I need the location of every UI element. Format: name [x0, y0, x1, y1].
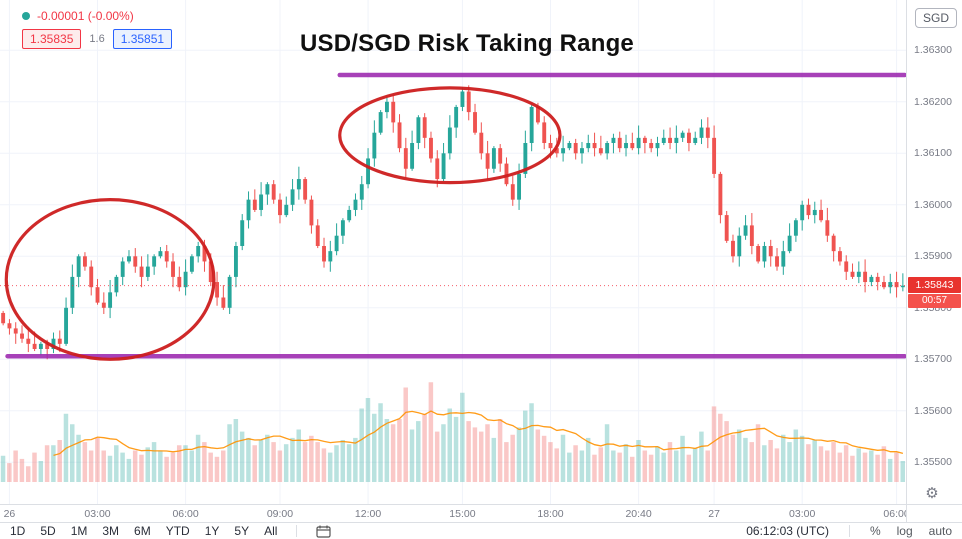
time-tick-label: 09:00	[266, 508, 294, 520]
price-tick-label: 1.35500	[914, 456, 952, 469]
go-to-date-icon[interactable]	[316, 525, 332, 538]
candlestick-chart[interactable]	[0, 0, 906, 504]
range-5d-button[interactable]: 5D	[40, 524, 56, 538]
time-tick-label: 27	[708, 508, 720, 520]
toolbar-divider	[848, 525, 850, 537]
chart-pane[interactable]: -0.00001 (-0.00%) 1.35835 1.6 1.35851 US…	[0, 0, 939, 504]
axis-corner	[906, 504, 962, 522]
price-axis[interactable]: 1.35843 00:57 1.36300 1.36200 1.36100 1.360…	[906, 0, 962, 504]
time-tick-label: 15:00	[449, 508, 476, 520]
price-tick-label: 1.36000	[914, 198, 952, 211]
range-ytd-button[interactable]: YTD	[165, 524, 190, 538]
annotation-ellipse-1[interactable]	[4, 198, 216, 361]
price-tick-label: 1.36100	[914, 147, 952, 160]
price-tick-label: 1.36300	[914, 44, 952, 57]
market-status-dot-icon	[22, 12, 30, 20]
time-tick-label: 26	[3, 508, 16, 520]
time-tick-label: 20:40	[625, 508, 652, 520]
price-tick-label: 1.35900	[914, 250, 952, 263]
chart-annotation-title[interactable]: USD/SGD Risk Taking Range	[300, 30, 634, 57]
range-1y-button[interactable]: 1Y	[204, 524, 220, 538]
spread-value: 1.6	[89, 33, 105, 45]
range-all-button[interactable]: All	[264, 524, 278, 538]
grid-layer	[0, 0, 906, 504]
price-change-text: -0.00001 (-0.00%)	[37, 9, 134, 23]
annotation-ellipse-2[interactable]	[338, 86, 562, 185]
price-tick-label: 1.35600	[914, 404, 952, 417]
percent-scale-button[interactable]: %	[869, 524, 881, 538]
auto-scale-button[interactable]: auto	[928, 524, 952, 538]
ask-price-button[interactable]: 1.35851	[112, 29, 173, 49]
price-tick-label: 1.35700	[914, 353, 952, 366]
range-3m-button[interactable]: 3M	[102, 524, 120, 538]
candles-layer	[1, 85, 905, 360]
clock-utc-button[interactable]: 06:12:03 (UTC)	[746, 524, 829, 538]
toolbar-divider	[296, 525, 298, 537]
time-tick-label: 06:00	[172, 508, 199, 520]
currency-unit-button[interactable]: SGD	[914, 8, 957, 28]
bid-price-button[interactable]: 1.35835	[22, 29, 82, 49]
time-tick-label: 03:00	[84, 508, 111, 520]
bottom-toolbar: 1D 5D 1M 3M 6M YTD 1Y 5Y All 06:12:03 (U…	[0, 522, 962, 539]
time-tick-label: 12:00	[354, 508, 382, 520]
range-5y-button[interactable]: 5Y	[234, 524, 250, 538]
annotations-layer	[0, 72, 906, 361]
range-switcher: 1D 5D 1M 3M 6M YTD 1Y 5Y All	[0, 524, 332, 538]
time-axis[interactable]: 26 03:00 06:00 09:00 12:00 15:00 18:00 20:40 27 0…	[0, 504, 910, 522]
symbol-legend: -0.00001 (-0.00%) 1.35835 1.6 1.35851	[22, 8, 173, 49]
last-price-label: 1.35843	[908, 277, 961, 294]
volume-layer	[0, 382, 905, 482]
toolbar-right: 06:12:03 (UTC) % log auto	[746, 524, 962, 538]
bar-countdown-label: 00:57	[908, 294, 961, 309]
log-scale-button[interactable]: log	[896, 524, 913, 538]
range-1m-button[interactable]: 1M	[70, 524, 88, 538]
time-tick-label: 06:00	[883, 508, 910, 520]
price-tick-label: 1.36200	[914, 95, 952, 108]
time-tick-label: 03:00	[789, 508, 816, 520]
volume-ma-line	[53, 410, 904, 457]
range-1d-button[interactable]: 1D	[10, 524, 26, 538]
time-tick-label: 18:00	[537, 508, 564, 520]
range-6m-button[interactable]: 6M	[134, 524, 151, 538]
pane-settings-gear-icon[interactable]: ⚙	[925, 485, 939, 502]
